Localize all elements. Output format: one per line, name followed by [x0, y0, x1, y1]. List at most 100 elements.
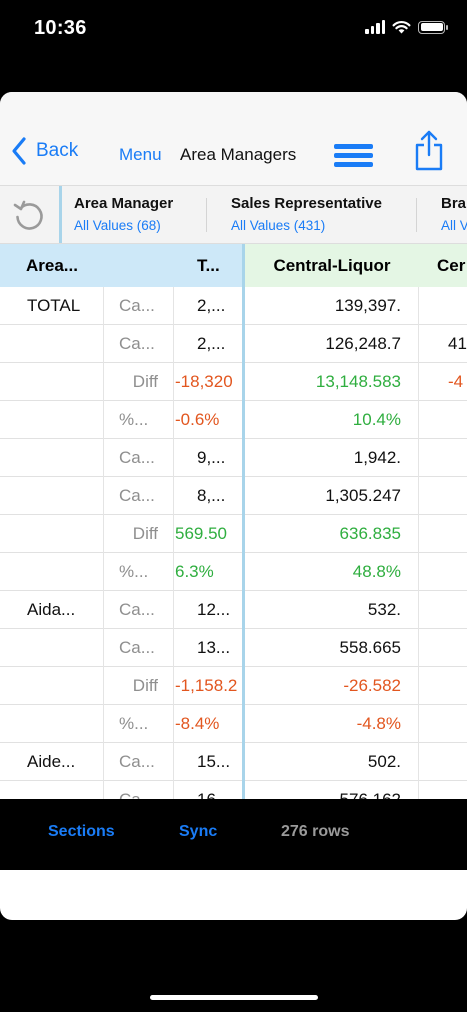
- table-row[interactable]: Aida... Ca... 12... 532.: [0, 591, 467, 629]
- row-measure-cell: %...: [103, 401, 173, 439]
- column-header-central-liquor[interactable]: Central-Liquor: [245, 244, 419, 287]
- column-header-area[interactable]: Area...: [0, 244, 173, 287]
- row-measure-cell: Diff: [103, 515, 173, 553]
- table-row[interactable]: Ca... 8,... 1,305.247: [0, 477, 467, 515]
- hamburger-menu-icon[interactable]: [334, 144, 373, 168]
- row-measure-cell: %...: [103, 553, 173, 591]
- row-central-liquor-cell: 558.665: [245, 629, 419, 667]
- row-name-cell: [0, 515, 103, 553]
- status-bar: 10:36: [0, 0, 467, 60]
- share-icon[interactable]: [414, 130, 444, 177]
- table-row[interactable]: %... 6.3% 48.8%: [0, 553, 467, 591]
- sync-button[interactable]: Sync: [179, 823, 218, 840]
- row-measure-cell: Ca...: [103, 629, 173, 667]
- page-title: Area Managers: [180, 145, 297, 164]
- row-total-cell: 2,...: [173, 325, 242, 363]
- row-cer-cell: [419, 439, 467, 477]
- row-name-cell: [0, 477, 103, 515]
- row-central-liquor-cell: 139,397.: [245, 287, 419, 325]
- row-central-liquor-cell: 532.: [245, 591, 419, 629]
- filter-sales-representative[interactable]: Sales Representative All Values (431): [231, 195, 382, 233]
- table-row[interactable]: Diff -18,320 13,148.583 -4: [0, 363, 467, 401]
- refresh-icon[interactable]: [11, 198, 47, 239]
- row-measure-cell: Ca...: [103, 743, 173, 781]
- app-sheet: Back Menu Area Managers Area Manager All…: [0, 92, 467, 920]
- row-total-cell: -1,158.2: [173, 667, 242, 705]
- row-cer-cell: [419, 705, 467, 743]
- menu-button[interactable]: Menu: [119, 145, 162, 164]
- table-row[interactable]: Ca...16...576.162: [0, 781, 467, 799]
- row-cer-cell: [419, 401, 467, 439]
- filter-area-manager[interactable]: Area Manager All Values (68): [74, 195, 173, 233]
- row-cer-cell: [419, 743, 467, 781]
- row-central-liquor-cell: 126,248.7: [245, 325, 419, 363]
- row-central-liquor-cell: 1,305.247: [245, 477, 419, 515]
- filter-title: Area Manager: [74, 195, 174, 212]
- row-name-cell: [0, 667, 103, 705]
- table-row[interactable]: %... -0.6% 10.4%: [0, 401, 467, 439]
- row-name-cell: [0, 553, 103, 591]
- column-header-total[interactable]: T...: [173, 244, 243, 287]
- row-central-liquor-cell: -4.8%: [245, 705, 419, 743]
- chevron-left-icon: [12, 137, 26, 165]
- row-cer-cell: [419, 287, 467, 325]
- row-name-cell: [0, 439, 103, 477]
- row-measure-cell: Ca...: [103, 781, 173, 799]
- row-total-cell: 15...: [173, 743, 242, 781]
- row-measure-cell: %...: [103, 705, 173, 743]
- wifi-icon: [392, 21, 411, 34]
- back-button[interactable]: Back: [10, 136, 78, 166]
- table-row[interactable]: %... -8.4% -4.8%: [0, 705, 467, 743]
- row-measure-cell: Ca...: [103, 477, 173, 515]
- row-total-cell: 12...: [173, 591, 242, 629]
- table-row[interactable]: Aide... Ca... 15... 502.: [0, 743, 467, 781]
- row-total-cell: 569.50: [173, 515, 242, 553]
- row-name-cell: [0, 629, 103, 667]
- filter-divider: [59, 186, 62, 243]
- row-total-cell: 6.3%: [173, 553, 242, 591]
- status-icons: [365, 20, 448, 34]
- row-measure-cell: Ca...: [103, 439, 173, 477]
- row-name-cell: [0, 325, 103, 363]
- frozen-column-divider: [242, 244, 245, 799]
- row-total-cell: 2,...: [173, 287, 242, 325]
- battery-icon: [418, 20, 448, 34]
- row-name-cell: TOTAL: [27, 296, 81, 315]
- row-total-cell: -8.4%: [173, 705, 242, 743]
- row-name-cell: [0, 401, 103, 439]
- row-central-liquor-cell: 576.162: [245, 781, 419, 799]
- row-cer-cell: [419, 667, 467, 705]
- navigation-bar: Back Menu Area Managers: [0, 92, 467, 185]
- row-cer-cell: [419, 553, 467, 591]
- row-central-liquor-cell: 10.4%: [245, 401, 419, 439]
- row-total-cell: 13...: [173, 629, 242, 667]
- row-cer-cell: [419, 781, 467, 799]
- row-central-liquor-cell: 48.8%: [245, 553, 419, 591]
- row-cer-cell: -4: [448, 372, 464, 391]
- filter-title: Bra: [441, 195, 467, 212]
- row-total-cell: 16...: [173, 781, 242, 799]
- table-row[interactable]: TOTAL Ca... 2,... 139,397.: [0, 287, 467, 325]
- row-measure-cell: Ca...: [103, 325, 173, 363]
- table-row[interactable]: Diff 569.50 636.835: [0, 515, 467, 553]
- row-central-liquor-cell: 502.: [245, 743, 419, 781]
- home-indicator[interactable]: [150, 995, 318, 1000]
- row-central-liquor-cell: 1,942.: [245, 439, 419, 477]
- filter-title: Sales Representative: [231, 195, 382, 212]
- row-cer-cell: [419, 629, 467, 667]
- row-measure-cell: Ca...: [103, 591, 173, 629]
- sections-button[interactable]: Sections: [48, 823, 115, 840]
- row-name-cell: [0, 363, 103, 401]
- table-row[interactable]: Ca... 9,... 1,942.: [0, 439, 467, 477]
- row-central-liquor-cell: 636.835: [245, 515, 419, 553]
- row-cer-cell: [419, 591, 467, 629]
- column-header-cer[interactable]: Cer: [419, 244, 467, 287]
- filter-brand[interactable]: Bra All V: [441, 195, 467, 233]
- table-header: Area... T... Central-Liquor Cer: [0, 244, 467, 287]
- cellular-signal-icon: [365, 20, 385, 34]
- table-row[interactable]: Ca...2,...126,248.7 41(: [0, 325, 467, 363]
- bottom-toolbar: Sections Sync 276 rows: [0, 799, 467, 870]
- table-row[interactable]: Diff -1,158.2 -26.582: [0, 667, 467, 705]
- table-row[interactable]: Ca... 13... 558.665: [0, 629, 467, 667]
- row-total-cell: 9,...: [173, 439, 242, 477]
